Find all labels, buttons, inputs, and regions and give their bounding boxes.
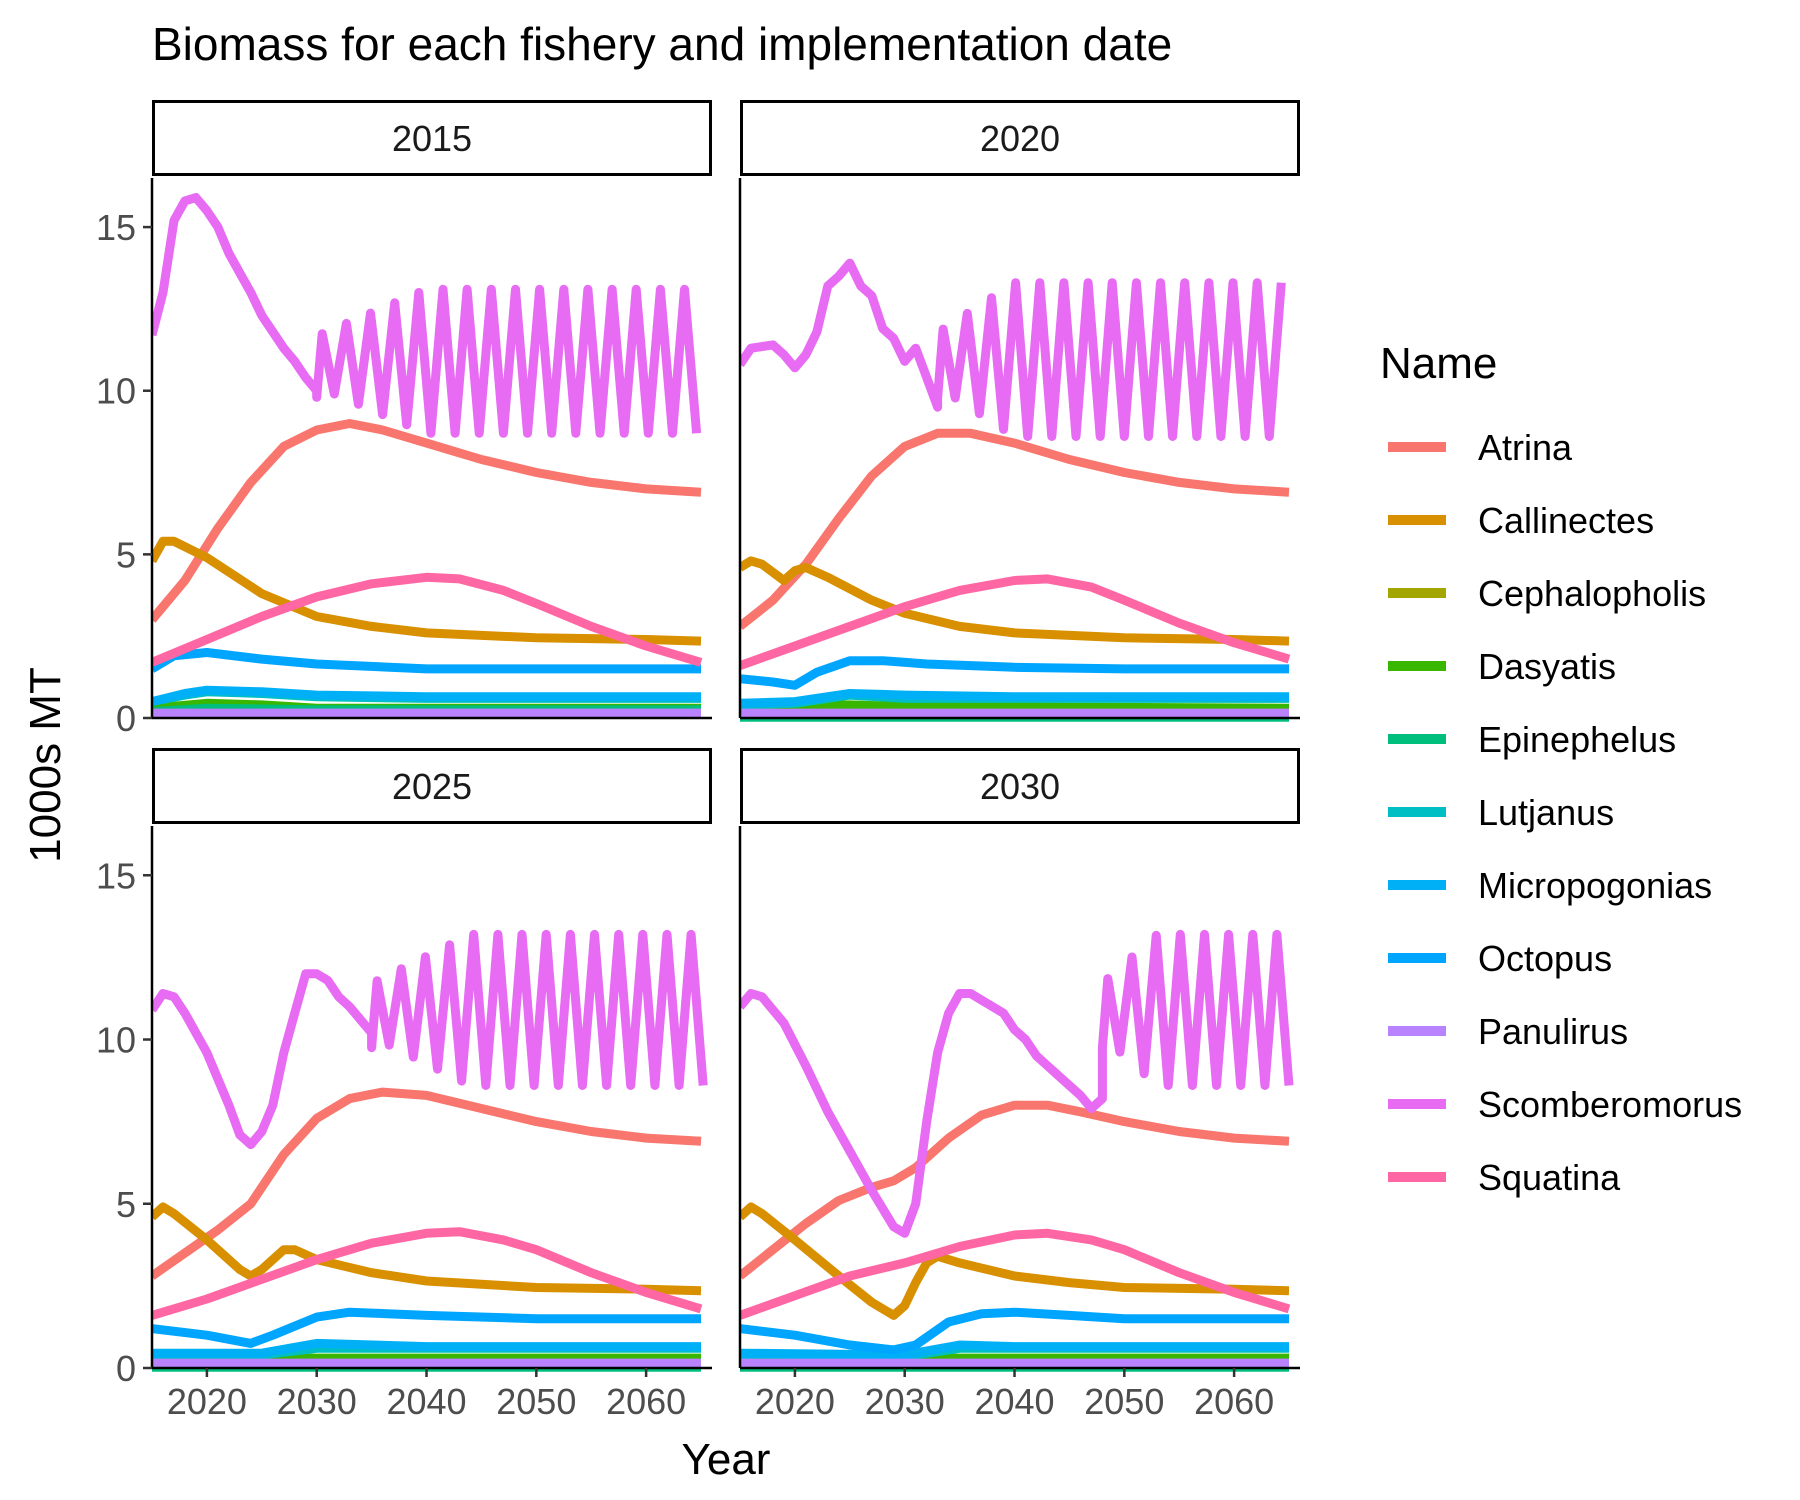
y-tick-label: 5 xyxy=(116,534,136,575)
y-tick-label: 15 xyxy=(96,207,136,248)
x-tick-label: 2020 xyxy=(167,1381,247,1422)
x-axis-title: Year xyxy=(682,1435,771,1484)
series-line-dasyatis xyxy=(740,700,1290,713)
legend-label-dasyatis: Dasyatis xyxy=(1478,646,1616,687)
panel-lines xyxy=(740,929,1294,1372)
y-tick-label: 10 xyxy=(96,371,136,412)
x-tick-label: 2050 xyxy=(496,1381,576,1422)
series-line-callinectes xyxy=(740,556,1290,646)
legend: Name Atrina Callinectes Cephalopholis Dasya… xyxy=(1380,339,1742,1198)
legend-label-epinephelus: Epinephelus xyxy=(1478,719,1676,760)
series-line-scomberomorus xyxy=(740,258,1286,441)
facet-label: 2025 xyxy=(392,766,472,807)
chart-title: Biomass for each fishery and implementat… xyxy=(152,18,1172,70)
facet-label: 2030 xyxy=(980,766,1060,807)
series-line-atrina xyxy=(740,428,1290,630)
facet-strip xyxy=(740,748,1300,824)
series-line-atrina xyxy=(152,1087,702,1280)
facet-strip xyxy=(152,748,712,824)
series-line-micropogonias xyxy=(740,1340,1289,1360)
x-tick-label: 2050 xyxy=(1084,1381,1164,1422)
y-tick-label: 10 xyxy=(96,1020,136,1061)
series-line-squatina xyxy=(740,574,1291,670)
series-line-callinectes xyxy=(740,1202,1290,1320)
y-tick-label: 0 xyxy=(116,1348,136,1389)
legend-label-cephalopholis: Cephalopholis xyxy=(1478,573,1706,614)
x-tick-label: 2060 xyxy=(606,1381,686,1422)
x-tick-label: 2020 xyxy=(755,1381,835,1422)
legend-label-scomberomorus: Scomberomorus xyxy=(1478,1084,1742,1125)
series-line-scomberomorus xyxy=(152,929,708,1150)
panel-lines xyxy=(152,929,708,1372)
series-line-callinectes xyxy=(152,1202,702,1296)
legend-label-squatina: Squatina xyxy=(1478,1157,1621,1198)
series-line-scomberomorus xyxy=(740,929,1294,1238)
series-line-squatina xyxy=(740,1228,1291,1320)
y-tick-label: 15 xyxy=(96,855,136,896)
panel-lines xyxy=(152,193,703,718)
x-tick-label: 2040 xyxy=(386,1381,466,1422)
series-line-octopus xyxy=(152,648,701,674)
y-tick-label: 0 xyxy=(116,698,136,739)
x-tick-label: 2030 xyxy=(277,1381,357,1422)
series-line-micropogonias xyxy=(152,685,701,706)
y-axis-title: 1000s MT xyxy=(21,667,70,863)
series-line-micropogonias xyxy=(740,689,1289,708)
x-tick-label: 2030 xyxy=(865,1381,945,1422)
series-line-squatina xyxy=(152,1227,703,1320)
series-line-atrina xyxy=(740,1100,1290,1280)
y-tick-label: 5 xyxy=(116,1184,136,1225)
panels: 2015 0 5 10 15 2020 2025 0 5 10 15 2020 2030 2040 2050… xyxy=(96,100,1300,1422)
series-line-atrina xyxy=(152,419,702,623)
legend-label-lutjanus: Lutjanus xyxy=(1478,792,1614,833)
legend-label-octopus: Octopus xyxy=(1478,938,1612,979)
facet-label: 2015 xyxy=(392,118,472,159)
series-line-octopus xyxy=(740,1307,1289,1355)
series-line-micropogonias xyxy=(152,1338,701,1358)
series-line-octopus xyxy=(152,1307,701,1348)
legend-label-atrina: Atrina xyxy=(1478,427,1573,468)
panel-lines xyxy=(740,258,1291,722)
x-tick-label: 2040 xyxy=(974,1381,1054,1422)
facet-strip xyxy=(740,100,1300,176)
x-tick-label: 2060 xyxy=(1194,1381,1274,1422)
series-line-octopus xyxy=(740,656,1289,690)
facet-strip xyxy=(152,100,712,176)
legend-label-panulirus: Panulirus xyxy=(1478,1011,1628,1052)
legend-label-callinectes: Callinectes xyxy=(1478,500,1654,541)
legend-label-micropogonias: Micropogonias xyxy=(1478,865,1712,906)
series-line-squatina xyxy=(152,572,703,667)
series-line-callinectes xyxy=(152,536,702,646)
legend-title: Name xyxy=(1380,339,1497,388)
facet-label: 2020 xyxy=(980,118,1060,159)
series-line-scomberomorus xyxy=(152,193,702,438)
